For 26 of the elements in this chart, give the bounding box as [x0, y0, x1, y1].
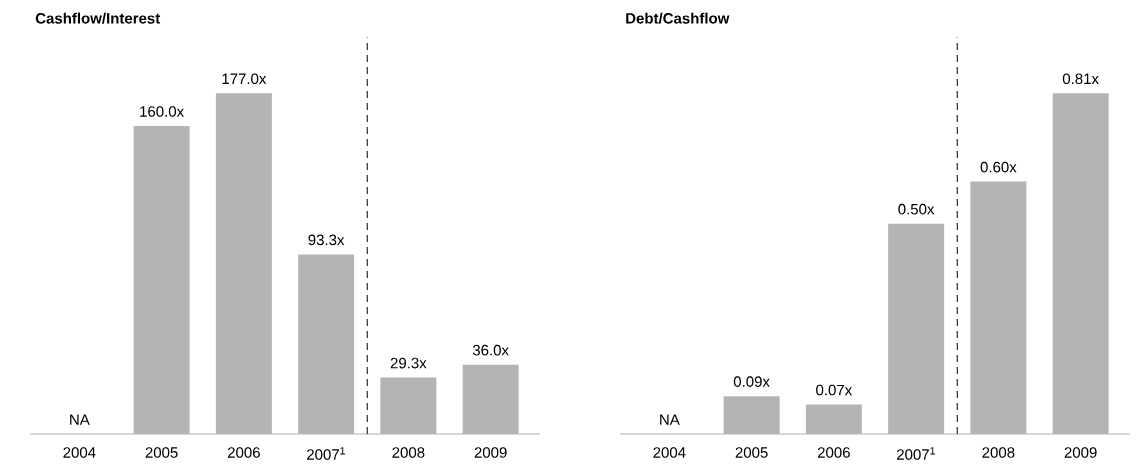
x-tick-label: 2007$^{1}$ — [307, 447, 345, 460]
data-label: 93.3x — [308, 234, 345, 246]
x-tick-label: 2005 — [735, 447, 768, 458]
data-label: 36.0x — [472, 344, 509, 356]
x-tick-label: 2005 — [145, 447, 178, 458]
x-tick-label: 2007$^{1}$ — [897, 447, 935, 460]
x-tick-label: 2006 — [817, 447, 850, 458]
data-label: 0.81x — [1062, 73, 1099, 85]
x-tick-label: 2004 — [653, 447, 686, 458]
data-label: 0.60x — [980, 161, 1017, 173]
text: NA — [70, 414, 90, 425]
data-label: 0.09x — [733, 376, 770, 387]
data-label: 177.0x — [222, 73, 267, 85]
chart-title: Debt/Cashflow — [626, 12, 730, 24]
x-tick-label: 2008 — [392, 447, 425, 458]
x-tick-label: 2006 — [227, 447, 260, 458]
x-tick-label: 2008 — [982, 447, 1015, 458]
data-label: 160.0x — [140, 106, 184, 117]
data-label: 29.3x — [390, 357, 427, 369]
chart-title: Cashflow/Interest — [35, 12, 161, 24]
text: NA — [660, 414, 680, 425]
x-tick-label: 2009 — [474, 447, 507, 458]
data-label: 0.07x — [816, 384, 853, 396]
data-label: 0.50x — [898, 203, 935, 215]
x-tick-label: 2009 — [1064, 447, 1097, 458]
x-tick-label: 2004 — [63, 447, 96, 458]
